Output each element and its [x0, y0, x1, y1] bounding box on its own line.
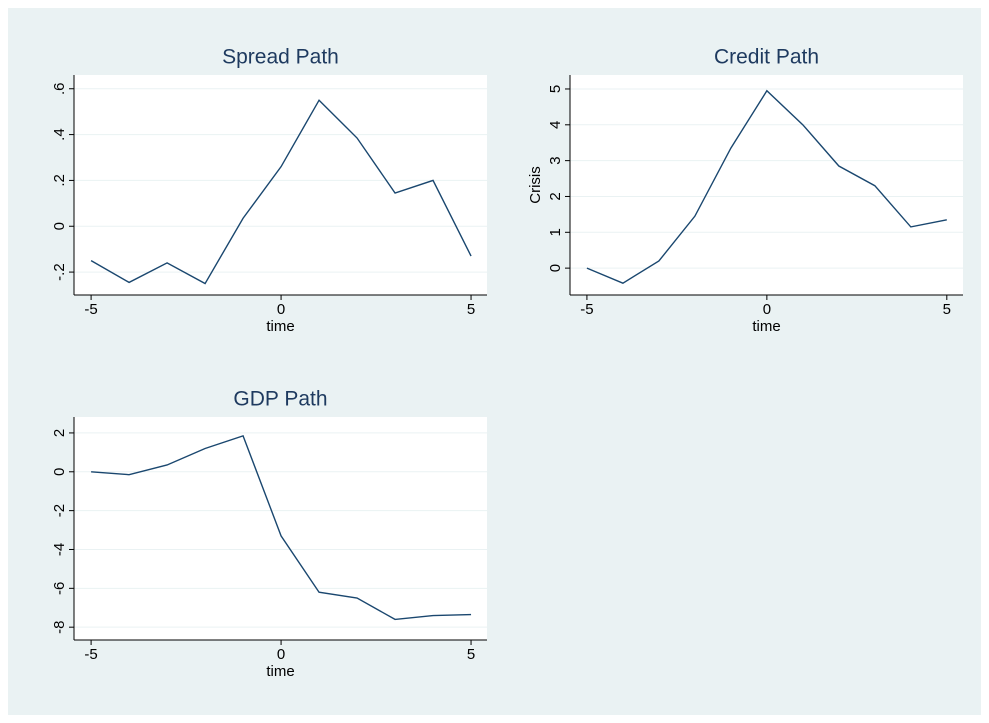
y-tick-label: 5 — [547, 85, 564, 93]
y-tick-label: 4 — [547, 121, 564, 129]
y-tick-label: 1 — [547, 228, 564, 236]
x-tick-label: 5 — [467, 646, 475, 663]
y-tick-label: -4 — [51, 543, 68, 556]
y-tick-label: .6 — [51, 82, 68, 95]
y-tick-label: 3 — [547, 156, 564, 164]
x-tick-label: 0 — [763, 301, 771, 318]
y-tick-label: .2 — [51, 174, 68, 187]
chart-title: GDP Path — [233, 388, 327, 411]
chart-title: Credit Path — [714, 46, 819, 69]
plot-area — [74, 417, 487, 640]
x-tick-label: -5 — [84, 646, 97, 663]
y-tick-label: 0 — [51, 222, 68, 230]
data-line — [91, 434, 472, 621]
y-tick-label: 2 — [547, 192, 564, 200]
y-tick-label: .4 — [51, 128, 68, 141]
plot-area — [74, 75, 487, 295]
y-tick-label: -8 — [51, 621, 68, 634]
x-tick-label: 0 — [277, 646, 285, 663]
y-tick-label: 0 — [51, 468, 68, 476]
data-line — [90, 99, 472, 285]
y-tick-label: 2 — [51, 429, 68, 437]
y-tick-label: 0 — [547, 264, 564, 272]
plot-area — [570, 75, 963, 295]
x-axis-label: time — [266, 318, 294, 335]
y-tick-label: -2 — [51, 504, 68, 517]
chart-title: Spread Path — [222, 46, 339, 69]
y-tick-label: -.2 — [51, 263, 68, 281]
x-tick-label: -5 — [580, 301, 593, 318]
y-axis-label: Crisis — [527, 166, 544, 204]
x-tick-label: 5 — [467, 301, 475, 318]
x-axis-label: time — [266, 663, 294, 680]
x-axis-label: time — [752, 318, 780, 335]
data-line — [586, 89, 947, 284]
x-tick-label: 5 — [943, 301, 951, 318]
x-tick-label: -5 — [84, 301, 97, 318]
y-tick-label: -6 — [51, 582, 68, 595]
x-tick-label: 0 — [277, 301, 285, 318]
